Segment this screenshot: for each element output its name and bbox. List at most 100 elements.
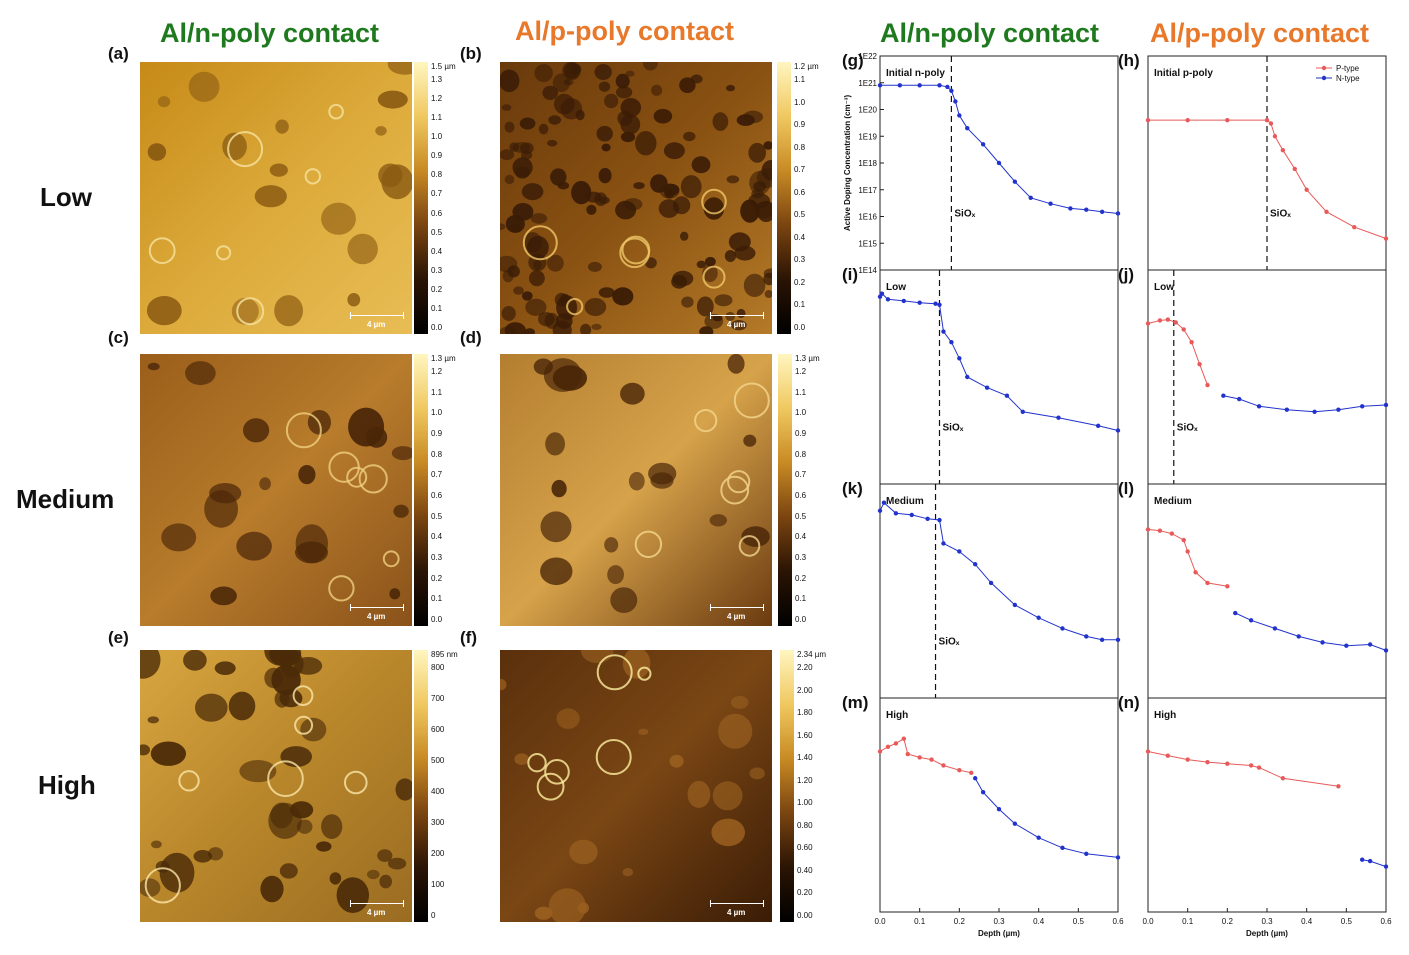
data-point — [1115, 637, 1121, 642]
colorbar-tick-label: 0.7 — [431, 470, 443, 480]
colorbar-tick-label: 0.1 — [795, 594, 807, 604]
data-point — [877, 83, 883, 88]
afm-image — [140, 62, 412, 334]
colorbar-tick-label: 0.5 — [431, 511, 443, 521]
data-point — [980, 142, 986, 147]
plot-frame — [1147, 483, 1387, 699]
data-point — [877, 508, 883, 513]
data-point — [1383, 402, 1389, 408]
scale-bar — [350, 900, 404, 907]
panel-label: (a) — [108, 44, 129, 63]
colorbar-tick-label: 0.2 — [794, 277, 806, 287]
x-tick-label: 0.0 — [874, 917, 886, 926]
colorbar-tick-label: 2.00 — [797, 685, 813, 695]
x-tick-label: 0.4 — [1033, 917, 1045, 926]
colorbar-tick-label: 0.0 — [795, 615, 807, 624]
colorbar-max-label: 1.2 µm — [794, 62, 819, 71]
panel-label: (l) — [1118, 479, 1134, 498]
col-title-2: Al/p-poly contact — [515, 16, 735, 46]
colorbar-tick-label: 0.3 — [431, 265, 443, 275]
legend-label: P-type — [1336, 64, 1360, 73]
data-point — [1084, 634, 1089, 639]
colorbar-tick-label: 200 — [431, 849, 445, 858]
y-tick-label: 1E14 — [858, 266, 877, 275]
colorbar-tick-label: 0.7 — [794, 165, 806, 175]
colorbar-tick-label: 0.80 — [797, 820, 813, 830]
data-point — [929, 757, 934, 762]
data-point — [881, 500, 887, 505]
panel-label: (h) — [1118, 51, 1140, 70]
colorbar-tick-label: 0.5 — [795, 511, 807, 521]
data-point — [1068, 206, 1073, 211]
colorbar-tick-label: 0.8 — [431, 170, 443, 180]
y-tick-label: 1E21 — [858, 79, 877, 88]
colorbar-tick-label: 0.6 — [431, 491, 443, 500]
data-point — [984, 385, 990, 390]
colorbar-tick-label: 1.2 — [431, 367, 443, 376]
data-point — [1256, 404, 1262, 409]
data-point — [897, 83, 903, 88]
siox-label: SiOₓ — [943, 423, 964, 434]
afm-image — [140, 354, 412, 626]
colorbar-tick-label: 0.4 — [794, 232, 806, 242]
colorbar-tick-label: 300 — [431, 818, 445, 827]
colorbar-tick-label: 0.5 — [794, 210, 806, 220]
data-point — [885, 297, 891, 302]
colorbar-tick-label: 600 — [431, 725, 445, 734]
series-line — [974, 778, 1119, 858]
data-point — [996, 160, 1002, 166]
panel-title: Medium — [1154, 496, 1192, 507]
data-point — [1324, 209, 1329, 214]
afm-image — [500, 650, 772, 922]
plot-frame — [1147, 697, 1387, 913]
colorbar-tick-label: 1.0 — [794, 97, 806, 107]
data-point — [1225, 117, 1230, 123]
colorbar-tick-label: 0.3 — [795, 553, 807, 562]
data-point — [1165, 753, 1171, 758]
legend-marker — [1321, 75, 1327, 81]
data-point — [973, 562, 978, 567]
data-point — [1205, 382, 1210, 388]
colorbar-tick-label: 0.9 — [794, 120, 806, 130]
series-line — [879, 737, 972, 774]
data-point — [1060, 845, 1065, 851]
plot-frame — [1147, 269, 1387, 485]
colorbar-tick-label: 1.00 — [797, 798, 813, 808]
colorbar — [778, 354, 792, 626]
series-line — [1147, 751, 1339, 787]
data-point — [969, 770, 974, 775]
series-line — [1147, 319, 1208, 386]
data-point — [1084, 851, 1089, 856]
panel-label: (n) — [1118, 693, 1140, 712]
panel-title: Initial p-poly — [1154, 68, 1213, 79]
colorbar — [777, 62, 791, 334]
panel-label: (d) — [460, 328, 482, 347]
data-point — [879, 291, 885, 296]
colorbar-tick-label: 0.7 — [795, 470, 807, 480]
data-point — [933, 301, 938, 306]
colorbar-tick-label: 1.0 — [431, 132, 443, 142]
data-point — [937, 83, 942, 88]
colorbar-tick-label: 2.20 — [797, 663, 813, 672]
data-point — [1304, 187, 1309, 192]
colorbar-tick-label: 1.40 — [797, 753, 813, 763]
y-tick-label: 1E18 — [858, 159, 877, 168]
data-point — [893, 511, 899, 516]
data-point — [1185, 757, 1190, 762]
colorbar-tick-label: 0.20 — [797, 888, 813, 898]
colorbar-tick-label: 0.40 — [797, 865, 813, 875]
data-point — [901, 298, 906, 304]
data-point — [1115, 428, 1121, 433]
data-point — [1383, 648, 1389, 653]
x-tick-label: 0.6 — [1380, 917, 1392, 926]
data-point — [1181, 327, 1186, 332]
data-point — [1205, 580, 1210, 586]
data-point — [917, 755, 922, 760]
colorbar-tick-label: 0.6 — [431, 208, 443, 218]
panel-label: (i) — [842, 265, 858, 284]
data-point — [1099, 209, 1105, 214]
colorbar-max-label: 1.5 µm — [431, 62, 456, 71]
data-point — [1272, 626, 1278, 631]
data-point — [1012, 602, 1018, 608]
